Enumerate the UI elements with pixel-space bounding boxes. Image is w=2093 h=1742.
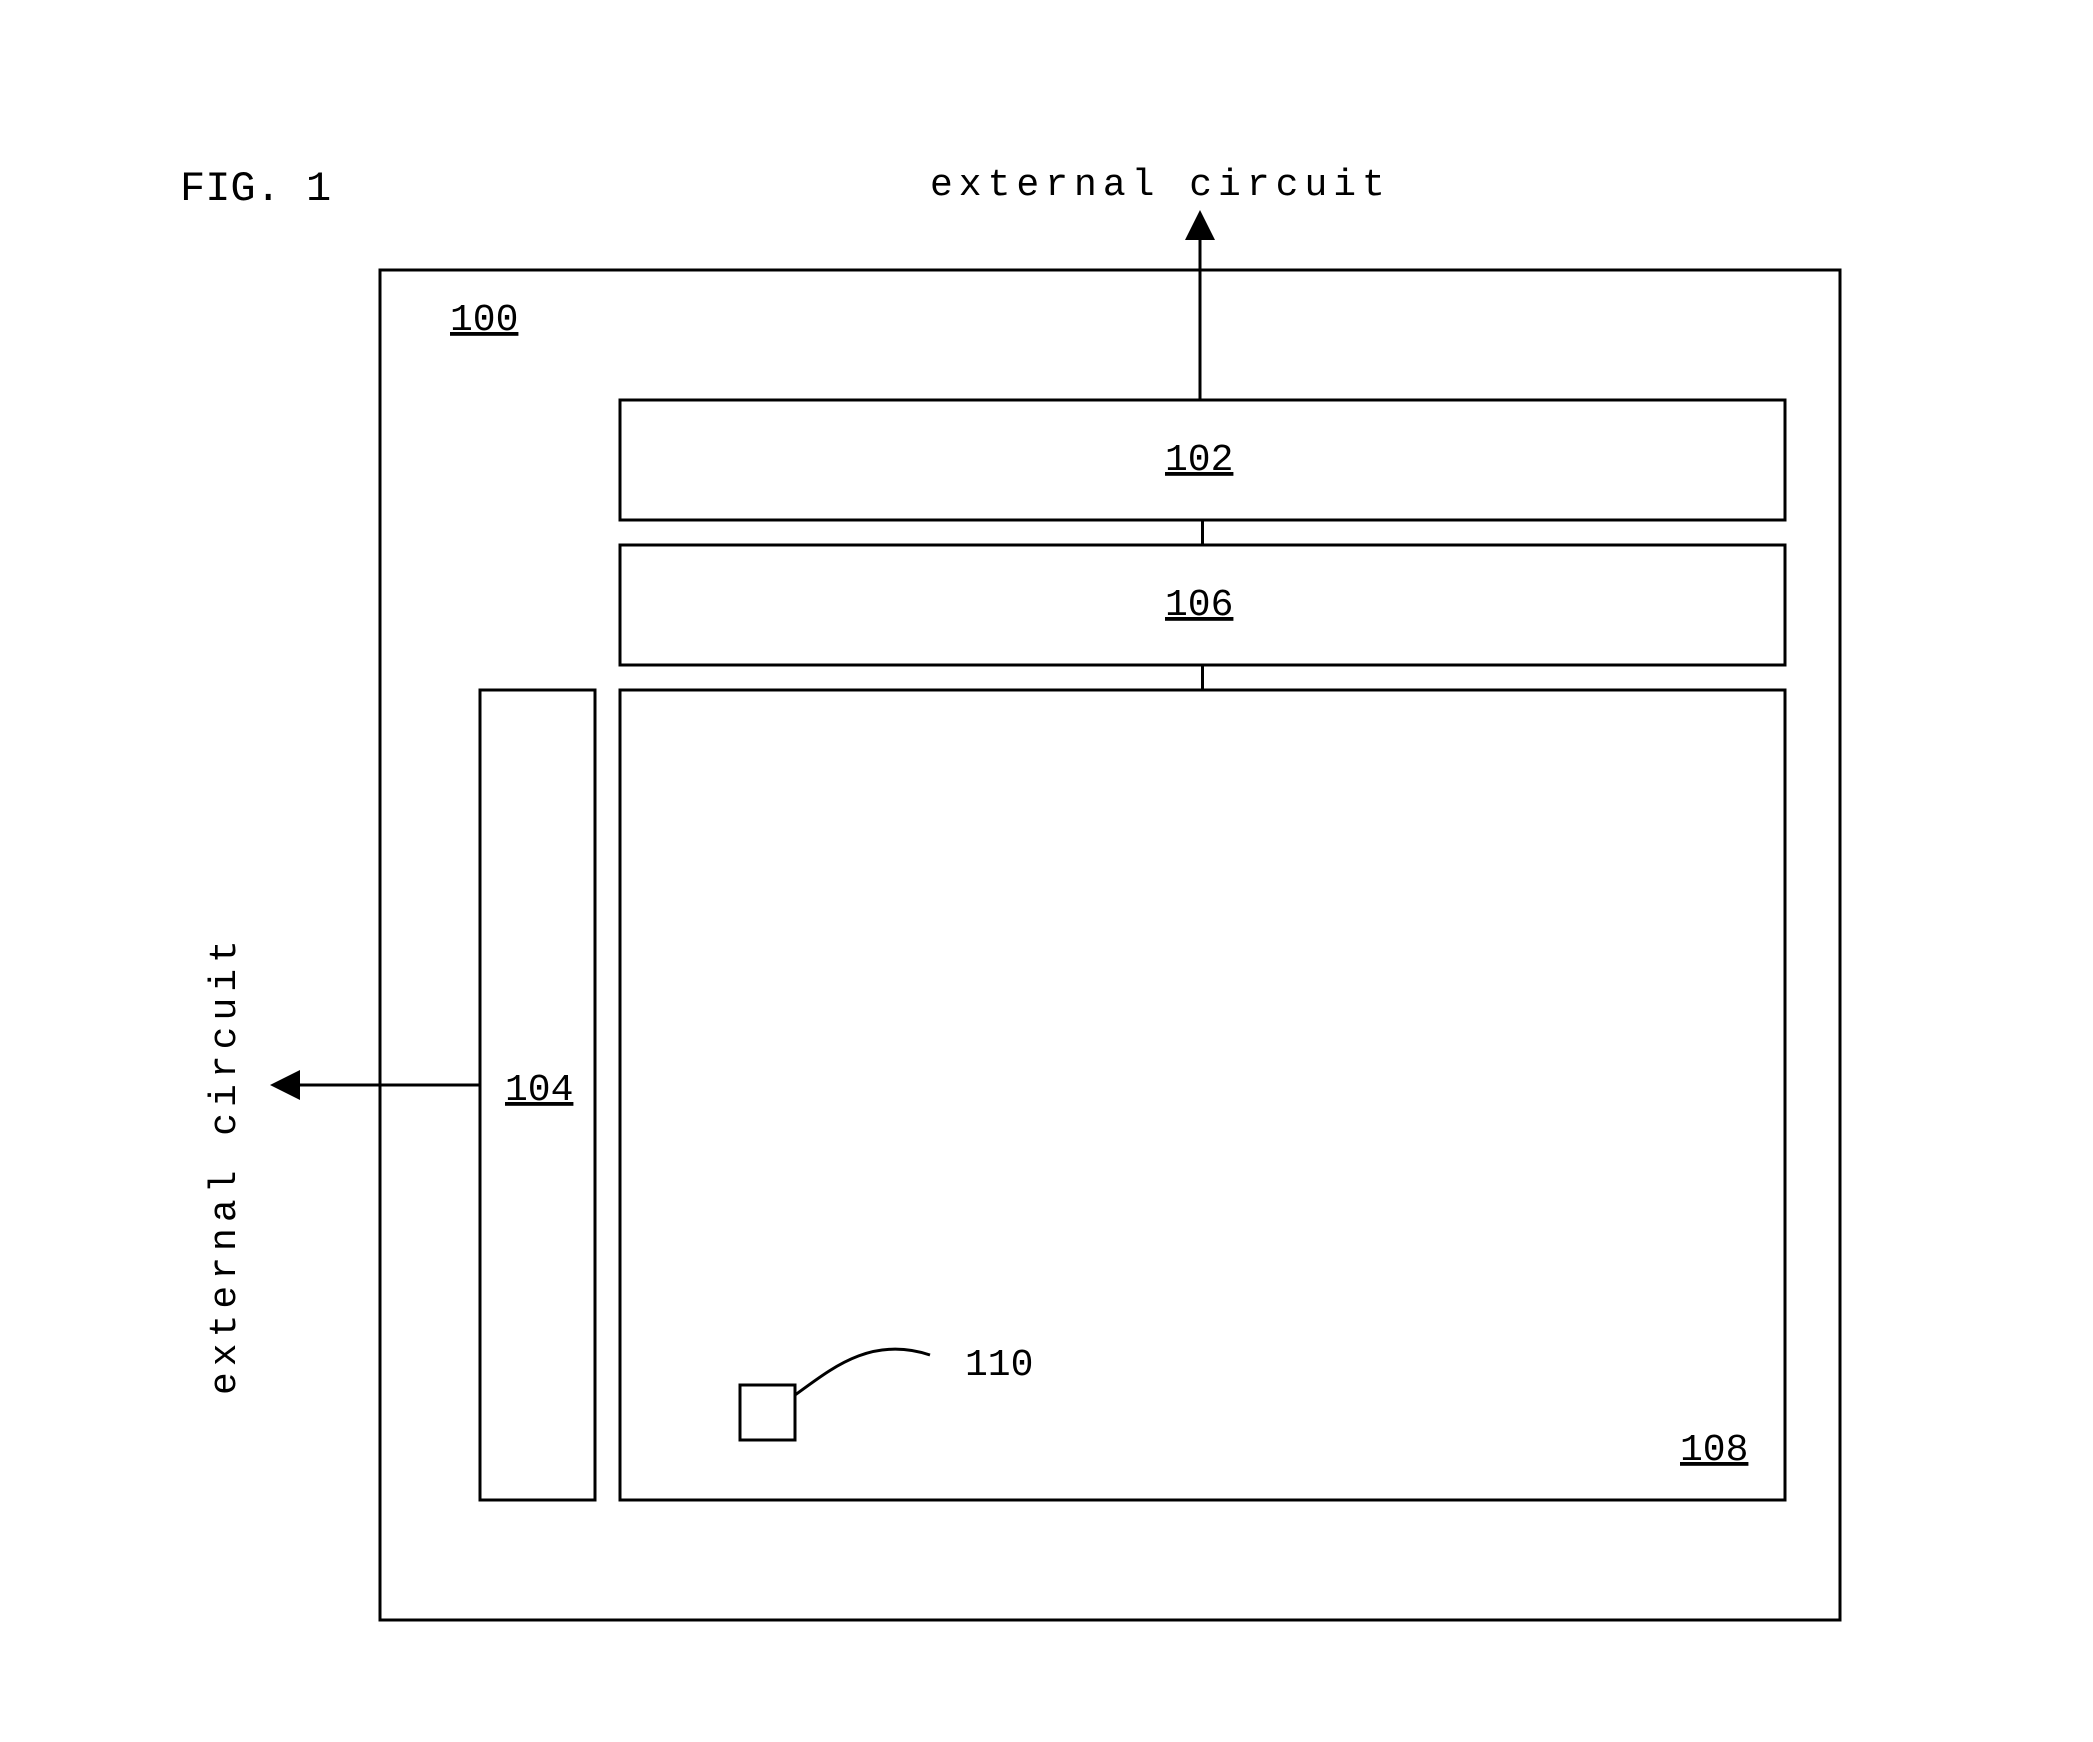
box-110 — [740, 1385, 795, 1440]
external-circuit-label-top: external circuit — [930, 164, 1391, 207]
label-104: 104 — [505, 1069, 573, 1112]
label-110: 110 — [965, 1344, 1033, 1387]
figure-title: FIG. 1 — [180, 165, 331, 213]
label-108: 108 — [1680, 1429, 1748, 1472]
label-100: 100 — [450, 299, 518, 342]
box-108 — [620, 690, 1785, 1500]
label-106: 106 — [1165, 584, 1233, 627]
box-100-outer — [380, 270, 1840, 1620]
leader-110 — [795, 1349, 930, 1395]
external-circuit-label-left: external circuit — [204, 934, 247, 1395]
label-102: 102 — [1165, 439, 1233, 482]
